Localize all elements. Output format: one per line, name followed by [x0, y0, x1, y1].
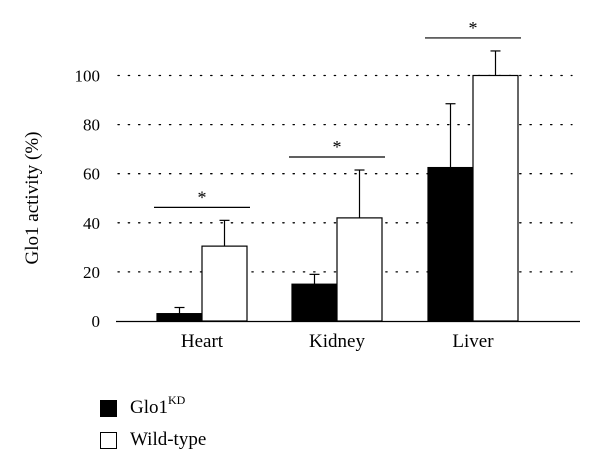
error-bar-liver-wild-type: [490, 50, 501, 76]
error-bar-liver-glo1-kd: [445, 103, 456, 168]
legend-label-wild-type: Wild-type: [130, 429, 207, 450]
y-tick-label-80: 80: [83, 116, 100, 135]
category-labels: Heart Kidney Liver: [181, 331, 494, 352]
y-tick-label-100: 100: [75, 67, 101, 86]
bar-heart-wild-type: [201, 245, 248, 322]
bar-liver-glo1-kd: [427, 166, 474, 322]
y-axis-label: Glo1 activity (%): [22, 132, 43, 265]
legend-swatch-wild-type: [100, 431, 117, 449]
bar-kidney-glo1-kd: [291, 283, 338, 322]
legend-item-wild-type: Wild-type: [100, 424, 206, 456]
bar-kidney-wild-type: [336, 217, 383, 322]
y-tick-label-20: 20: [83, 263, 100, 282]
legend-swatch-glo1-kd: [100, 399, 117, 417]
bar-chart: Glo1 activity (%) 0 20 40 60 80 100 * * * Heart…: [22, 18, 580, 352]
error-bar-heart-wild-type: [219, 219, 230, 247]
y-tick-label-60: 60: [83, 165, 100, 184]
bar-heart-glo1-kd: [156, 313, 203, 322]
y-tick-label-0: 0: [92, 312, 101, 331]
significance-star-heart: *: [198, 187, 207, 207]
error-bar-kidney-glo1-kd: [309, 273, 320, 285]
legend-item-glo1-kd: Glo1KD: [100, 392, 206, 424]
legend-label-glo1-kd: Glo1KD: [130, 392, 186, 418]
error-bar-heart-glo1-kd: [174, 306, 185, 314]
category-label-kidney: Kidney: [309, 331, 365, 352]
bars: [156, 74, 519, 322]
category-label-liver: Liver: [452, 331, 494, 352]
significance-star-liver: *: [469, 18, 478, 38]
bar-liver-wild-type: [472, 74, 519, 322]
legend: Glo1KD Wild-type: [100, 392, 206, 456]
y-axis-ticks: 0 20 40 60 80 100: [75, 67, 101, 332]
error-bar-kidney-wild-type: [354, 169, 365, 218]
significance-star-kidney: *: [333, 137, 342, 157]
significance-markers: * * *: [154, 18, 521, 208]
y-tick-label-40: 40: [83, 214, 100, 233]
category-label-heart: Heart: [181, 331, 224, 352]
error-bars: [174, 50, 501, 314]
